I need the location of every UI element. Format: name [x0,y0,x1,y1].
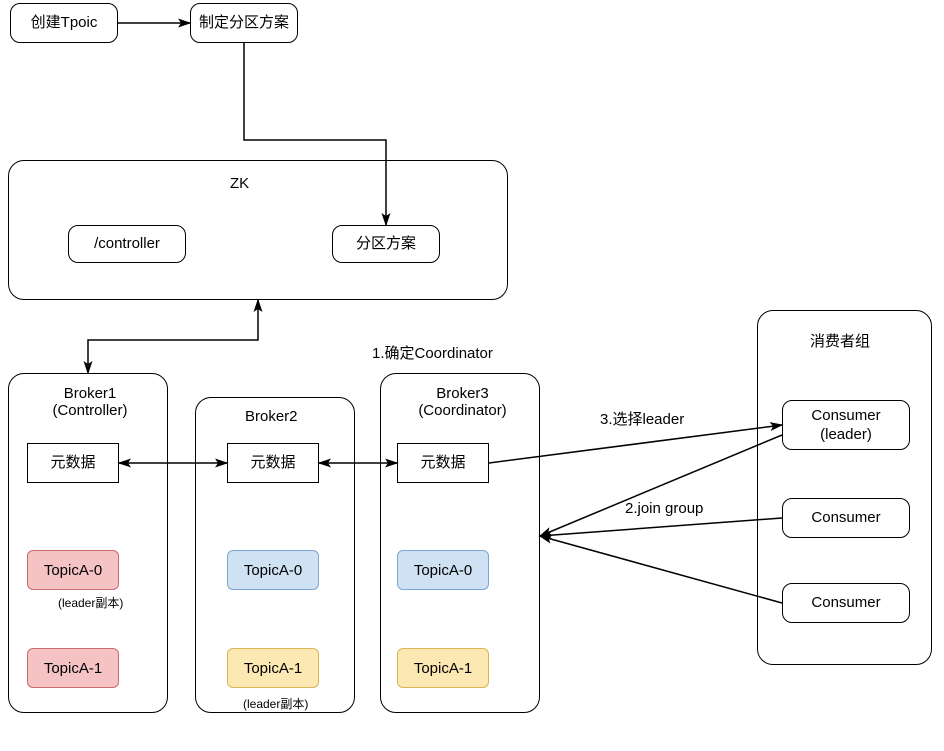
consumer1-label: Consumer (leader) [811,406,880,445]
zk-title: ZK [230,175,249,192]
leader-sub2: (leader副本) [243,695,308,712]
consumer1-box: Consumer (leader) [782,400,910,450]
meta3-box: 元数据 [397,443,489,483]
broker1-title: Broker1 (Controller) [45,385,135,419]
b2-topic0: TopicA-0 [227,550,319,590]
coordinator-label: 1.确定Coordinator [372,342,493,363]
create-topic-box: 创建Tpoic [10,3,118,43]
consumer2-box: Consumer [782,498,910,538]
b2-topic0-label: TopicA-0 [244,562,302,579]
b1-topic0: TopicA-0 [27,550,119,590]
broker2-title: Broker2 [245,408,298,425]
consumer3-label: Consumer [811,593,880,613]
zk-controller-box: /controller [68,225,186,263]
b3-topic0: TopicA-0 [397,550,489,590]
plan-partition-box: 制定分区方案 [190,3,298,43]
consumer2-label: Consumer [811,508,880,528]
b3-topic1: TopicA-1 [397,648,489,688]
meta2-box: 元数据 [227,443,319,483]
zk-partition-label: 分区方案 [356,234,416,254]
plan-partition-label: 制定分区方案 [199,13,289,33]
meta1-label: 元数据 [50,453,95,473]
consumer-group-title: 消费者组 [810,330,870,351]
meta3-label: 元数据 [420,453,465,473]
edge-join-group-label: 2.join group [625,500,703,517]
b1-topic1-label: TopicA-1 [44,660,102,677]
meta1-box: 元数据 [27,443,119,483]
zk-partition-box: 分区方案 [332,225,440,263]
b2-topic1: TopicA-1 [227,648,319,688]
b3-topic0-label: TopicA-0 [414,562,472,579]
edge-select-leader-label: 3.选择leader [600,408,684,429]
create-topic-label: 创建Tpoic [31,13,98,33]
consumer3-box: Consumer [782,583,910,623]
b3-topic1-label: TopicA-1 [414,660,472,677]
broker3-title: Broker3 (Coordinator) [415,385,510,419]
b1-topic1: TopicA-1 [27,648,119,688]
zk-controller-label: /controller [94,234,160,254]
leader-sub1: (leader副本) [58,594,123,611]
meta2-label: 元数据 [250,453,295,473]
b1-topic0-label: TopicA-0 [44,562,102,579]
b2-topic1-label: TopicA-1 [244,660,302,677]
